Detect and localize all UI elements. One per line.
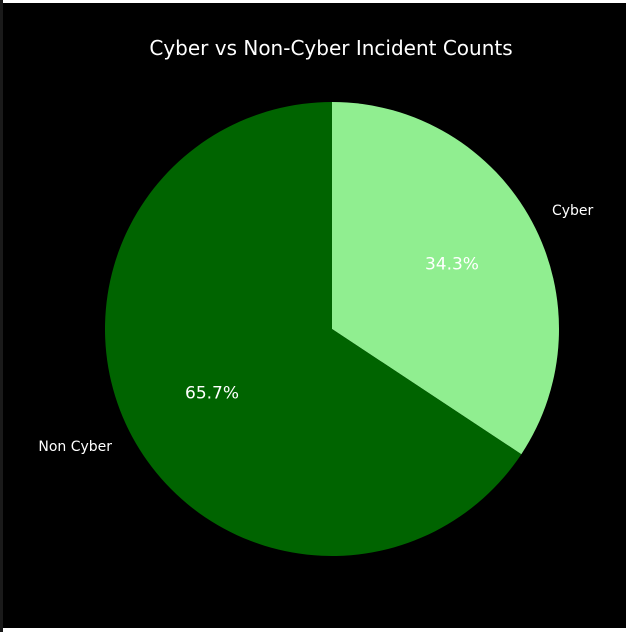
slice-label-cyber: Cyber <box>552 203 594 219</box>
chart-figure: Cyber vs Non-Cyber Incident Counts 34.3%… <box>3 3 626 628</box>
chart-title: Cyber vs Non-Cyber Incident Counts <box>149 36 512 60</box>
pct-label-cyber: 34.3% <box>425 255 479 275</box>
pie-slices <box>104 102 559 556</box>
window-edge <box>0 0 3 632</box>
pie-slice-cyber <box>332 102 559 455</box>
slice-label-non-cyber: Non Cyber <box>38 439 112 455</box>
pct-label-non-cyber: 65.7% <box>185 383 239 403</box>
pie-chart: Cyber vs Non-Cyber Incident Counts 34.3%… <box>38 36 593 556</box>
pie-slice-non-cyber <box>104 102 522 556</box>
pie-labels: 34.3% Cyber 65.7% Non Cyber <box>38 203 593 455</box>
